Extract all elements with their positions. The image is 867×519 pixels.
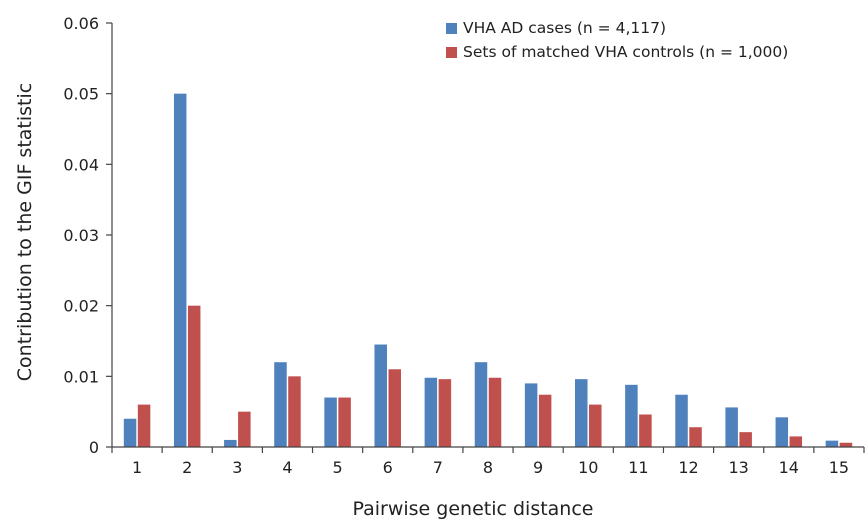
legend-swatch-cases — [446, 23, 457, 34]
x-tick-label: 5 — [333, 458, 343, 477]
x-ticks: 1 2 3 4 5 6 7 8 9 10 11 12 13 14 15 — [111, 447, 865, 477]
legend-swatch-controls — [446, 47, 457, 58]
x-tick-label: 7 — [433, 458, 443, 477]
x-tick-label: 6 — [383, 458, 393, 477]
bar-cases — [775, 417, 789, 447]
bar-cases — [173, 93, 187, 448]
bar-controls — [488, 377, 502, 447]
x-axis-title: Pairwise genetic distance — [353, 498, 594, 519]
x-tick-label: 11 — [628, 458, 648, 477]
bar-cases — [424, 377, 438, 447]
bar-controls — [689, 427, 702, 447]
bar-controls — [187, 305, 201, 447]
y-tick-label: 0.05 — [63, 85, 99, 104]
bar-cases — [324, 397, 337, 447]
x-tick-label: 8 — [483, 458, 493, 477]
bar-controls — [288, 376, 301, 447]
bar-controls — [789, 436, 803, 447]
bar-cases — [575, 379, 588, 447]
y-ticks: 0 0.01 0.02 0.03 0.04 0.05 0.06 — [63, 14, 112, 457]
x-tick-label: 12 — [678, 458, 698, 477]
x-tick-label: 4 — [282, 458, 292, 477]
bar-cases — [524, 383, 538, 447]
bar-controls — [137, 404, 151, 447]
y-tick-label: 0.03 — [63, 226, 99, 245]
x-tick-label: 2 — [182, 458, 192, 477]
y-axis-title: Contribution to the GIF statistic — [14, 83, 36, 381]
bar-cases — [625, 384, 638, 447]
bar-controls — [438, 379, 452, 447]
x-tick-label: 14 — [779, 458, 799, 477]
x-tick-label: 15 — [829, 458, 849, 477]
x-tick-label: 3 — [232, 458, 242, 477]
bar-controls — [589, 404, 602, 447]
bar-controls — [739, 432, 752, 447]
legend-label-controls: Sets of matched VHA controls (n = 1,000) — [463, 43, 788, 61]
y-tick-label: 0.02 — [63, 297, 99, 316]
y-tick-label: 0.01 — [63, 367, 99, 386]
y-tick-label: 0.06 — [63, 14, 99, 33]
legend: VHA AD cases (n = 4,117) Sets of matched… — [446, 19, 788, 61]
bar-cases — [374, 344, 387, 447]
bar-controls — [338, 397, 351, 447]
bar-controls — [388, 369, 401, 447]
bar-controls — [839, 442, 853, 447]
bars-layer — [123, 93, 853, 448]
legend-label-cases: VHA AD cases (n = 4,117) — [463, 19, 666, 37]
bar-controls — [639, 414, 652, 447]
bar-cases — [675, 394, 688, 447]
y-tick-label: 0.04 — [63, 155, 99, 174]
bar-cases — [274, 362, 287, 447]
y-tick-label: 0 — [89, 438, 99, 457]
bar-cases — [123, 418, 137, 447]
bar-cases — [825, 440, 839, 447]
bar-controls — [538, 394, 552, 447]
bar-cases — [725, 407, 738, 447]
x-tick-label: 1 — [132, 458, 142, 477]
bar-cases — [474, 362, 488, 447]
x-tick-label: 13 — [728, 458, 748, 477]
x-tick-label: 9 — [533, 458, 543, 477]
bar-cases — [224, 439, 237, 447]
x-tick-label: 10 — [578, 458, 598, 477]
bar-controls — [238, 411, 251, 447]
